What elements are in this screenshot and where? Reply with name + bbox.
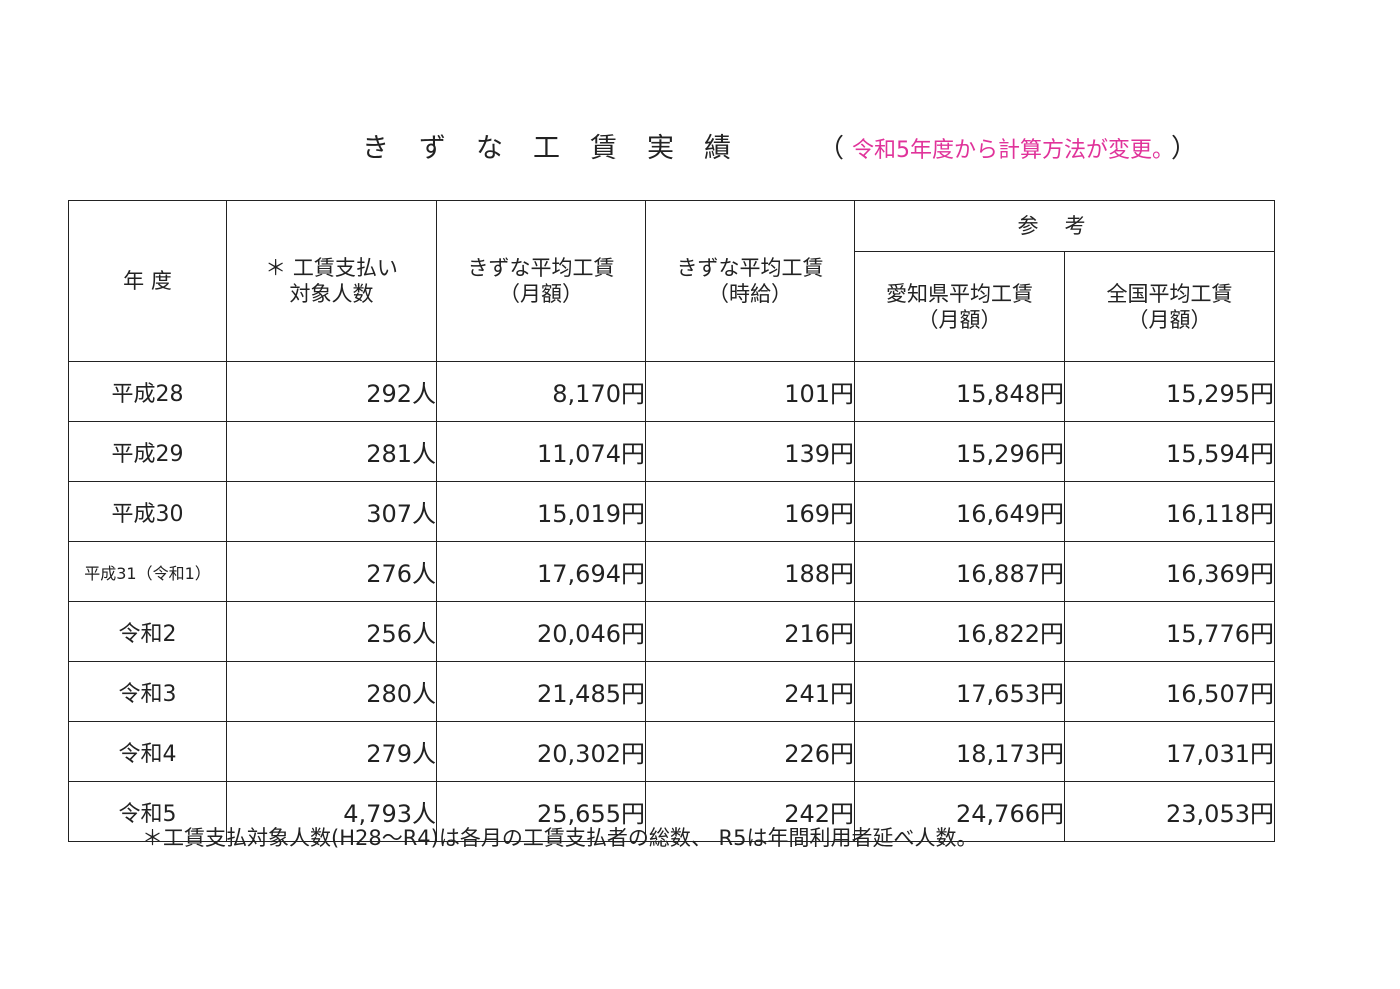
header-avg-monthly-line2: （月額） — [499, 282, 583, 306]
aichi-wage-cell: 16,649円 — [854, 481, 1065, 542]
aichi-wage-cell: 15,296円 — [854, 421, 1065, 482]
wage-results-table: 年 度 ＊ 工賃支払い 対象人数 きずな平均工賃 （月額） きずな平均工賃 （時… — [68, 200, 1275, 842]
national-wage-cell: 16,118円 — [1064, 481, 1275, 542]
count-cell: 256人 — [226, 601, 437, 662]
hourly-wage-cell: 101円 — [645, 361, 855, 422]
count-cell: 281人 — [226, 421, 437, 482]
header-aichi-line2: （月額） — [917, 307, 1002, 332]
hourly-wage-cell: 226円 — [645, 721, 855, 782]
year-cell: 令和5 — [68, 781, 227, 842]
year-cell: 令和4 — [68, 721, 227, 782]
year-cell: 平成29 — [68, 421, 227, 482]
monthly-wage-cell: 11,074円 — [436, 421, 646, 482]
national-wage-cell: 15,594円 — [1064, 421, 1275, 482]
monthly-wage-cell: 20,302円 — [436, 721, 646, 782]
hourly-wage-cell: 139円 — [645, 421, 855, 482]
title-row: きずな工賃実績 （ 令和5年度から計算方法が変更。 ） — [0, 126, 1400, 166]
header-avg-hourly-line2: （時給） — [708, 282, 792, 306]
table-row: 平成28 292人 8,170円 101円 15,848円 15,295円 — [68, 361, 1275, 422]
title-note: （ 令和5年度から計算方法が変更。 ） — [818, 128, 1197, 165]
count-cell: 276人 — [226, 541, 437, 602]
hourly-wage-cell: 188円 — [645, 541, 855, 602]
hourly-wage-cell: 216円 — [645, 601, 855, 662]
hourly-wage-cell: 169円 — [645, 481, 855, 542]
year-cell: 平成28 — [68, 361, 227, 422]
header-aichi-line1: 愛知県平均工賃 — [886, 281, 1033, 306]
national-wage-cell: 15,295円 — [1064, 361, 1275, 422]
header-avg-monthly-line1: きずな平均工賃 — [467, 256, 615, 280]
national-wage-cell: 17,031円 — [1064, 721, 1275, 782]
count-cell: 279人 — [226, 721, 437, 782]
year-cell: 平成31（令和1） — [68, 541, 227, 602]
note-close-paren: ） — [1171, 134, 1198, 164]
header-aichi: 愛知県平均工賃 （月額） — [854, 251, 1065, 362]
count-cell: 280人 — [226, 661, 437, 722]
header-avg-hourly: きずな平均工賃 （時給） — [645, 200, 855, 362]
hourly-wage-cell: 241円 — [645, 661, 855, 722]
header-avg-hourly-line1: きずな平均工賃 — [676, 256, 824, 280]
table-row: 平成31（令和1） 276人 17,694円 188円 16,887円 16,3… — [68, 541, 1275, 602]
header-year: 年 度 — [68, 200, 227, 362]
national-wage-cell: 16,507円 — [1064, 661, 1275, 722]
aichi-wage-cell: 16,822円 — [854, 601, 1065, 662]
national-wage-cell: 16,369円 — [1064, 541, 1275, 602]
table-row: 令和2 256人 20,046円 216円 16,822円 15,776円 — [68, 601, 1275, 662]
monthly-wage-cell: 17,694円 — [436, 541, 646, 602]
page-title: きずな工賃実績 — [362, 133, 761, 164]
table-row: 令和3 280人 21,485円 241円 17,653円 16,507円 — [68, 661, 1275, 722]
year-cell: 平成30 — [68, 481, 227, 542]
header-national: 全国平均工賃 （月額） — [1064, 251, 1275, 362]
table-row: 平成30 307人 15,019円 169円 16,649円 16,118円 — [68, 481, 1275, 542]
table-row: 平成29 281人 11,074円 139円 15,296円 15,594円 — [68, 421, 1275, 482]
header-reference: 参考 — [854, 200, 1275, 252]
header-count-line1: ＊ 工賃支払い — [265, 256, 398, 280]
header-national-line2: （月額） — [1127, 307, 1212, 332]
header-count: ＊ 工賃支払い 対象人数 — [226, 200, 437, 362]
national-wage-cell: 23,053円 — [1064, 781, 1275, 842]
year-cell: 令和2 — [68, 601, 227, 662]
monthly-wage-cell: 15,019円 — [436, 481, 646, 542]
table-row: 令和5 4,793人 25,655円 242円 24,766円 23,053円 — [68, 781, 1275, 842]
calculation-change-note: 令和5年度から計算方法が変更。 — [852, 138, 1164, 163]
aichi-wage-cell: 18,173円 — [854, 721, 1065, 782]
note-open-paren: （ — [818, 134, 845, 164]
monthly-wage-cell: 25,655円 — [436, 781, 646, 842]
monthly-wage-cell: 8,170円 — [436, 361, 646, 422]
monthly-wage-cell: 21,485円 — [436, 661, 646, 722]
header-avg-monthly: きずな平均工賃 （月額） — [436, 200, 646, 362]
header-national-line1: 全国平均工賃 — [1106, 281, 1233, 306]
aichi-wage-cell: 24,766円 — [854, 781, 1065, 842]
aichi-wage-cell: 17,653円 — [854, 661, 1065, 722]
monthly-wage-cell: 20,046円 — [436, 601, 646, 662]
count-cell: 307人 — [226, 481, 437, 542]
hourly-wage-cell: 242円 — [645, 781, 855, 842]
aichi-wage-cell: 16,887円 — [854, 541, 1065, 602]
year-cell: 令和3 — [68, 661, 227, 722]
count-cell: 4,793人 — [226, 781, 437, 842]
header-count-line2: 対象人数 — [289, 282, 374, 306]
aichi-wage-cell: 15,848円 — [854, 361, 1065, 422]
national-wage-cell: 15,776円 — [1064, 601, 1275, 662]
count-cell: 292人 — [226, 361, 437, 422]
table-row: 令和4 279人 20,302円 226円 18,173円 17,031円 — [68, 721, 1275, 782]
footnote: ＊工賃支払対象人数(H28～R4)は各月の工賃支払者の総数、 R5は年間利用者延… — [142, 826, 978, 850]
